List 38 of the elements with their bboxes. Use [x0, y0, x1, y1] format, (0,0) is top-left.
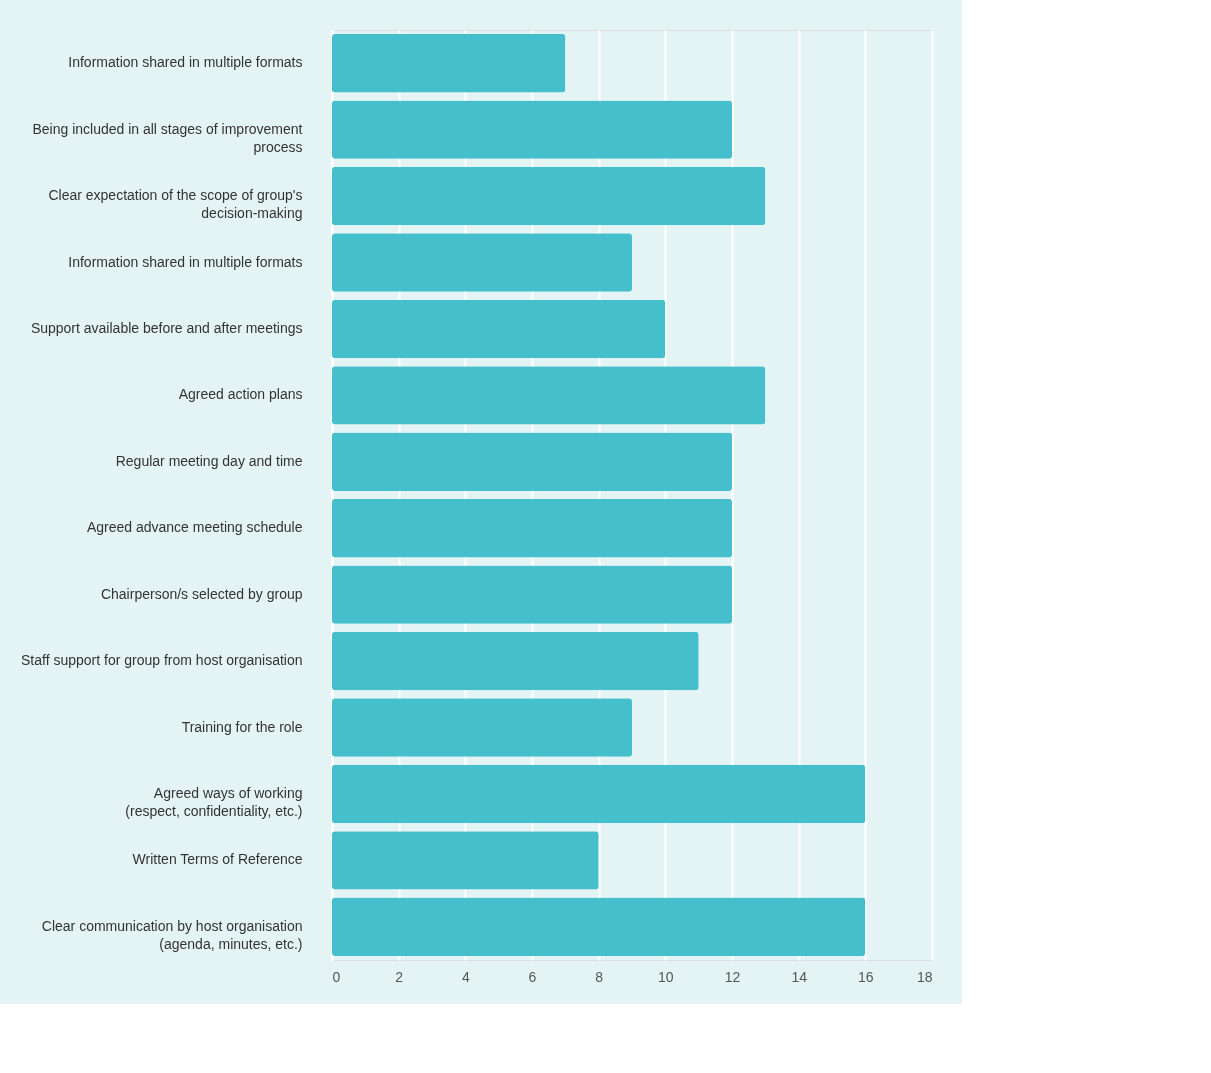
x-tick-label: 6 [528, 968, 537, 985]
bar [332, 498, 732, 558]
y-tick-label: Clear communication by host organisation (agenda, minutes, etc.) [41, 917, 303, 952]
bar [332, 631, 699, 691]
bar [332, 100, 732, 159]
y-tick-label: Being included in all stages of improvement process [32, 120, 303, 155]
x-tick-label: 4 [461, 968, 470, 985]
x-tick-label: 18 [916, 968, 933, 985]
x-tick-label: 14 [791, 968, 808, 985]
y-tick-label: Information shared in multiple formats [68, 54, 303, 71]
x-tick-label: 12 [724, 968, 741, 985]
bar [332, 233, 632, 292]
y-tick-label: Staff support for group from host organisation [21, 652, 303, 669]
bar [332, 33, 566, 93]
x-tick-label: 0 [332, 968, 341, 985]
y-tick-label: Written Terms of Reference [132, 851, 303, 868]
x-tick-label: 16 [858, 968, 874, 985]
bar [332, 166, 766, 226]
y-tick-label: Clear expectation of the scope of group's decision-making [48, 187, 303, 222]
bar [332, 299, 666, 359]
x-tick-label: 2 [395, 968, 404, 985]
y-tick-label: Information shared in multiple formats [68, 253, 303, 270]
bar [332, 831, 599, 890]
y-tick-label: Agreed ways of working (respect, confidentiality, etc.) [125, 784, 303, 819]
bar [332, 366, 766, 425]
y-tick-label: Support available before and after meetings [30, 319, 303, 336]
bar [332, 897, 866, 957]
bar [332, 432, 732, 492]
y-tick-label: Training for the role [181, 718, 303, 735]
y-tick-label: Regular meeting day and time [115, 452, 303, 469]
bar [332, 698, 632, 757]
bar [332, 764, 866, 824]
bar [332, 565, 732, 624]
y-tick-label: Agreed advance meeting schedule [86, 519, 303, 536]
x-tick-label: 8 [595, 968, 604, 985]
x-tick-label: 10 [658, 968, 674, 985]
y-tick-label: Agreed action plans [178, 386, 303, 403]
y-tick-label: Chairperson/s selected by group [100, 585, 303, 602]
